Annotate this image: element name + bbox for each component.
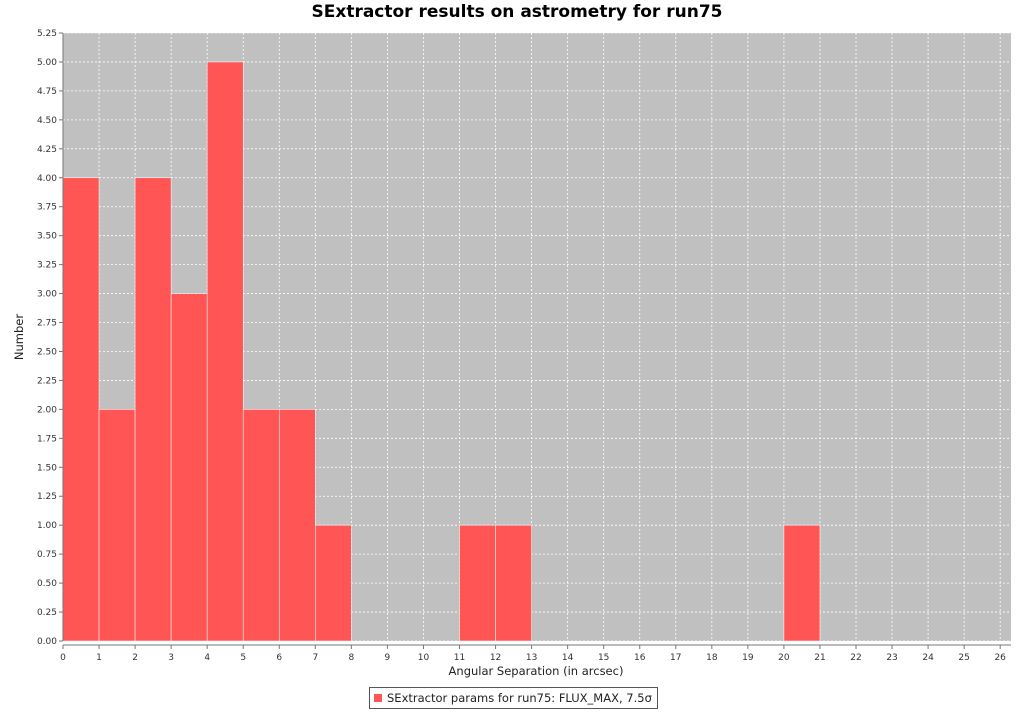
x-tick-label: 8: [348, 653, 354, 663]
x-tick-label: 23: [886, 653, 897, 663]
y-tick-label: 0.00: [37, 637, 57, 647]
histogram-bar: [495, 524, 532, 642]
histogram-bar: [134, 177, 172, 642]
histogram-bar: [783, 524, 821, 642]
x-tick-label: 3: [168, 653, 174, 663]
y-tick-label: 2.75: [37, 319, 57, 329]
histogram-bar: [315, 524, 352, 642]
legend: SExtractor params for run75: FLUX_MAX, 7…: [369, 687, 658, 709]
chart-title: SExtractor results on astrometry for run…: [312, 2, 723, 22]
x-tick-label: 22: [850, 653, 861, 663]
x-tick-label: 4: [204, 653, 210, 663]
x-tick-label: 6: [276, 653, 282, 663]
y-tick-label: 3.50: [37, 232, 57, 242]
x-axis-label: Angular Separation (in arcsec): [449, 664, 624, 678]
histogram-bar: [98, 409, 136, 642]
y-tick-label: 2.00: [37, 405, 57, 415]
legend-label: SExtractor params for run75: FLUX_MAX, 7…: [387, 691, 652, 705]
x-tick-label: 1: [96, 653, 102, 663]
y-tick-label: 1.25: [37, 492, 57, 502]
x-tick-label: 0: [60, 653, 66, 663]
y-tick-label: 5.00: [37, 58, 57, 68]
y-tick-label: 0.25: [37, 608, 57, 618]
x-tick-label: 5: [240, 653, 246, 663]
x-tick-label: 18: [706, 653, 718, 663]
x-tick-label: 11: [454, 653, 465, 663]
y-tick-label: 3.00: [37, 290, 57, 300]
x-tick-label: 26: [994, 653, 1006, 663]
x-tick-label: 7: [312, 653, 318, 663]
x-axis-ticks: 0 1 2 3 4 5 6 7 8 9 10 11 12 13 14 15 16 17 18 19 20 21 22 23 24…: [60, 645, 1006, 663]
histogram-bar: [62, 177, 100, 642]
x-tick-label: 15: [598, 653, 609, 663]
y-tick-label: 1.00: [37, 521, 57, 531]
y-tick-label: 3.75: [37, 203, 57, 213]
y-tick-label: 1.75: [37, 434, 57, 444]
x-tick-label: 14: [562, 653, 574, 663]
x-tick-label: 16: [634, 653, 646, 663]
legend-swatch: [374, 694, 382, 702]
x-tick-label: 25: [958, 653, 969, 663]
x-tick-label: 2: [132, 653, 138, 663]
x-tick-label: 24: [922, 653, 934, 663]
axes: [62, 33, 1011, 646]
histogram-bar: [459, 524, 496, 642]
x-tick-label: 17: [670, 653, 681, 663]
x-tick-label: 20: [778, 653, 790, 663]
x-tick-label: 10: [418, 653, 430, 663]
histogram-bar: [278, 409, 316, 642]
y-axis-label: Number: [12, 314, 26, 360]
x-tick-label: 21: [814, 653, 825, 663]
y-tick-label: 0.50: [37, 579, 57, 589]
y-tick-label: 5.25: [37, 29, 57, 39]
y-tick-label: 2.25: [37, 376, 57, 386]
y-tick-label: 4.50: [37, 116, 57, 126]
y-axis-ticks: 0.00 0.25 0.50 0.75 1.00 1.25 1.50 1.75 2.00 2.25…: [37, 29, 63, 647]
x-tick-label: 9: [385, 653, 391, 663]
bars: [62, 61, 821, 642]
y-tick-label: 4.25: [37, 145, 57, 155]
x-tick-label: 13: [526, 653, 537, 663]
histogram-bar: [170, 293, 208, 642]
x-tick-label: 12: [490, 653, 501, 663]
y-tick-label: 1.50: [37, 463, 57, 473]
y-tick-label: 3.25: [37, 261, 57, 271]
y-tick-label: 0.75: [37, 550, 57, 560]
y-tick-label: 4.00: [37, 174, 57, 184]
x-tick-label: 19: [742, 653, 754, 663]
y-tick-label: 4.75: [37, 87, 57, 97]
histogram-bar: [206, 61, 244, 642]
y-tick-label: 2.50: [37, 347, 57, 357]
histogram-bar: [242, 409, 280, 642]
